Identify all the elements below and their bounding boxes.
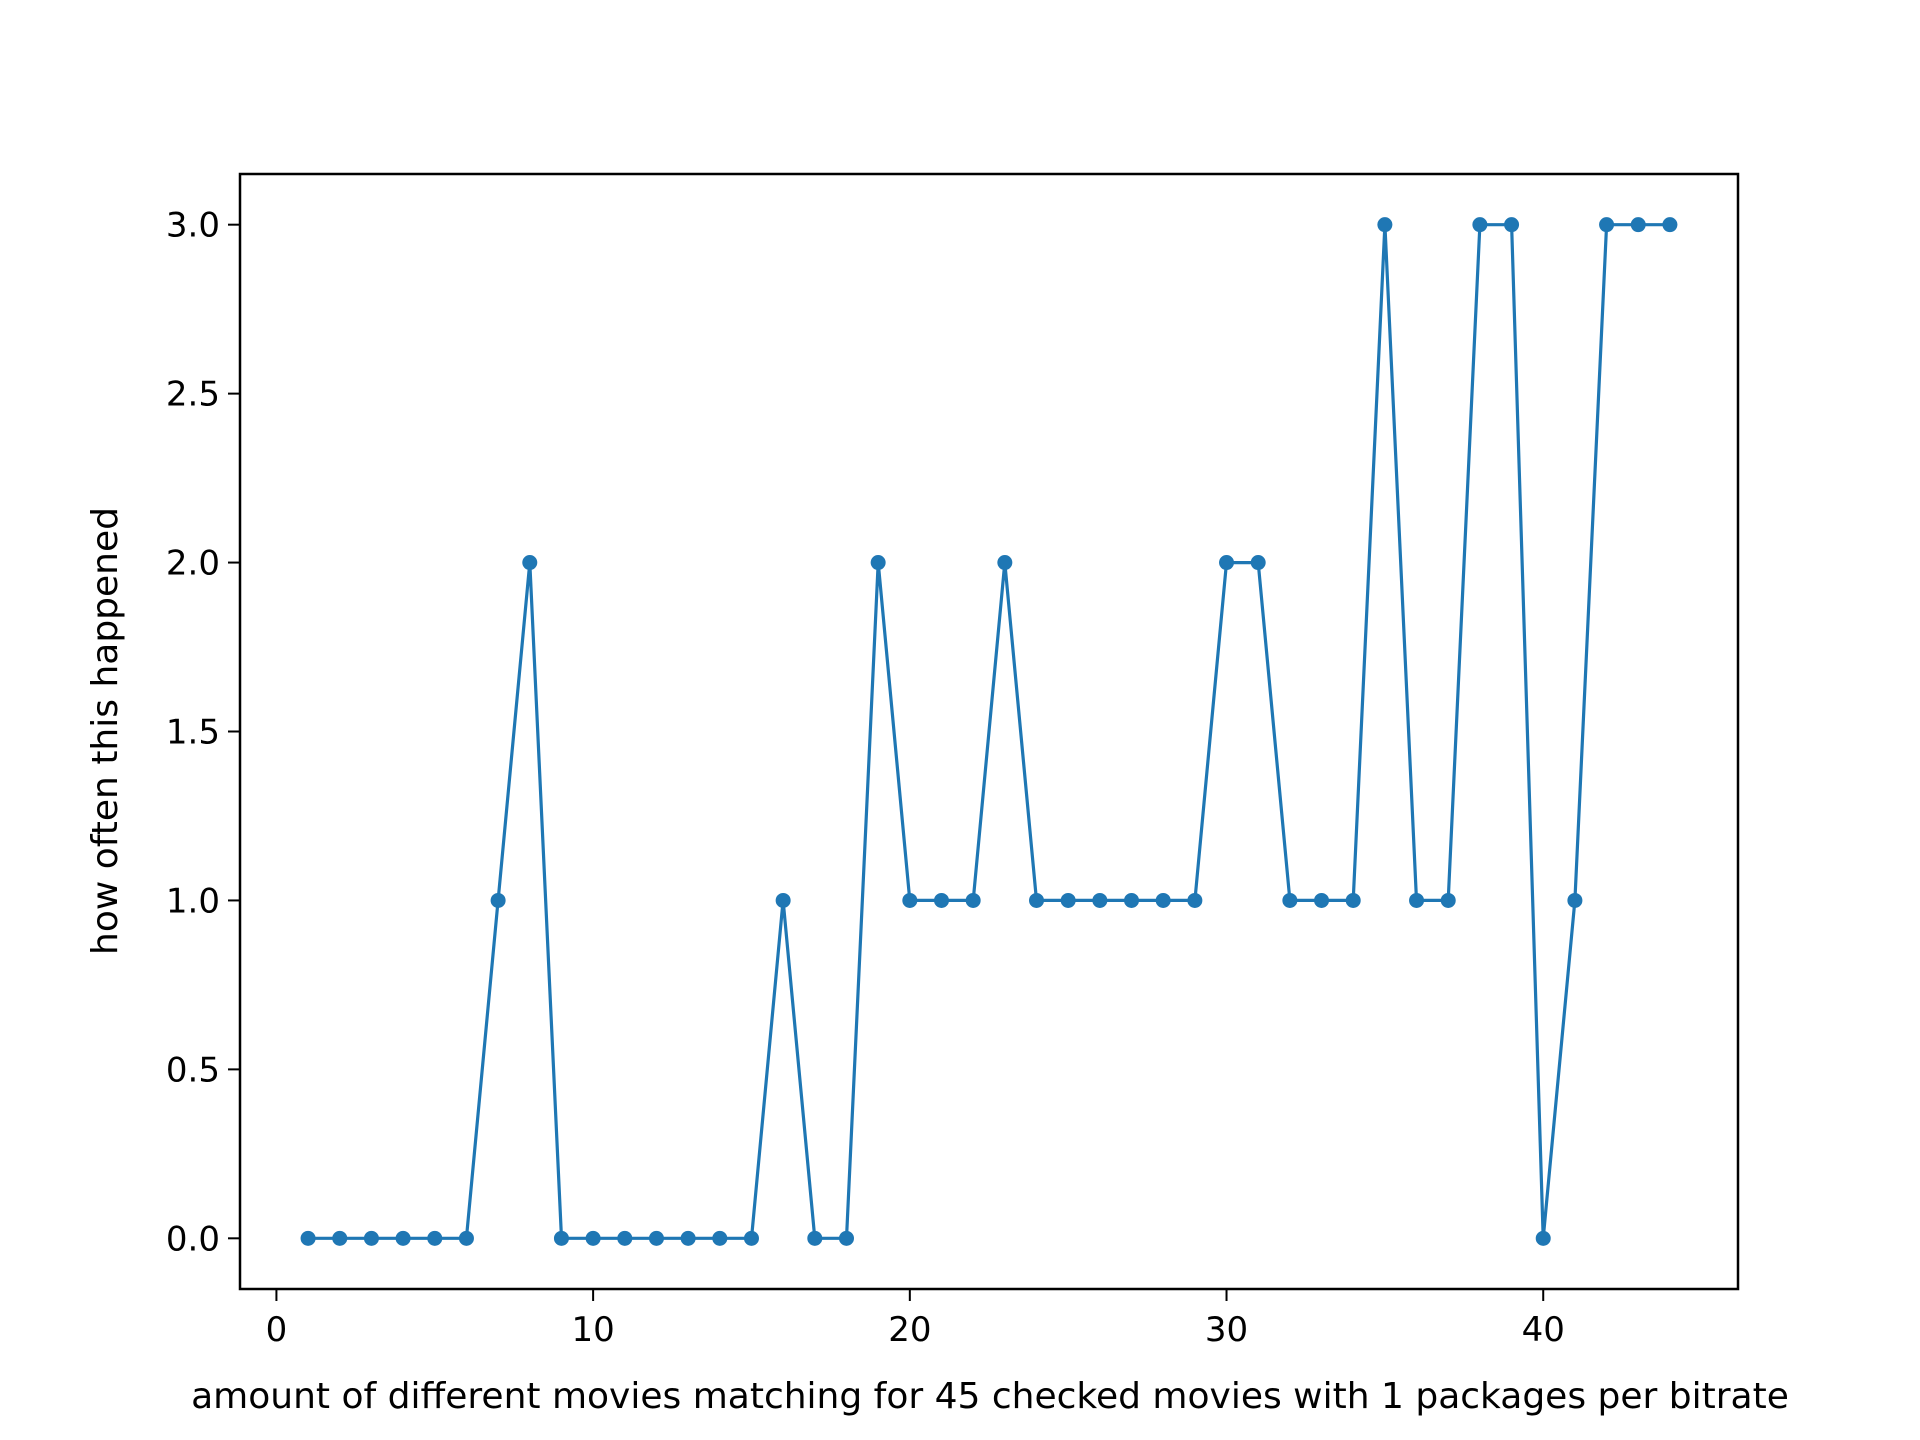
data-point	[1282, 892, 1298, 908]
data-point	[522, 555, 538, 571]
data-point	[838, 1230, 854, 1246]
data-point	[1250, 555, 1266, 571]
y-tick-label: 2.5	[166, 375, 220, 415]
x-tick-label: 40	[1522, 1310, 1565, 1350]
data-point	[585, 1230, 601, 1246]
data-point	[1630, 217, 1646, 233]
data-point	[680, 1230, 696, 1246]
data-point	[1409, 892, 1425, 908]
data-point	[1092, 892, 1108, 908]
data-point	[1377, 217, 1393, 233]
data-point	[1155, 892, 1171, 908]
data-point	[1219, 555, 1235, 571]
data-point	[1535, 1230, 1551, 1246]
data-point	[458, 1230, 474, 1246]
y-tick-label: 0.0	[166, 1219, 220, 1259]
data-point	[332, 1230, 348, 1246]
data-point	[648, 1230, 664, 1246]
series-line	[308, 223, 1670, 1240]
data-point	[933, 892, 949, 908]
plot-area	[300, 217, 1678, 1246]
x-tick-label: 10	[571, 1310, 614, 1350]
data-point	[1314, 892, 1330, 908]
data-point	[1124, 892, 1140, 908]
x-tick-label: 20	[888, 1310, 931, 1350]
data-point	[870, 555, 886, 571]
data-point	[363, 1230, 379, 1246]
x-tick-label: 0	[266, 1310, 288, 1350]
data-point	[775, 892, 791, 908]
data-point	[490, 892, 506, 908]
data-point	[1187, 892, 1203, 908]
data-point	[807, 1230, 823, 1246]
x-tick-label: 30	[1205, 1310, 1248, 1350]
data-point	[553, 1230, 569, 1246]
data-point	[1029, 892, 1045, 908]
data-point	[300, 1230, 316, 1246]
data-point	[1345, 892, 1361, 908]
data-point	[997, 555, 1013, 571]
y-axis-label: how often this happened	[85, 507, 126, 955]
y-tick-label: 2.0	[166, 544, 220, 584]
data-point	[712, 1230, 728, 1246]
data-point	[1662, 217, 1678, 233]
data-point	[1504, 217, 1520, 233]
data-point	[1472, 217, 1488, 233]
y-axis: 0.0 0.5 1.0 1.5 2.0 2.5 3.0	[166, 206, 240, 1259]
data-point	[1060, 892, 1076, 908]
x-axis-label: amount of different movies matching for …	[191, 1376, 1789, 1417]
data-point	[1567, 892, 1583, 908]
data-point	[1599, 217, 1615, 233]
y-tick-label: 1.0	[166, 881, 220, 921]
x-axis: 0 10 20 30 40	[266, 1289, 1565, 1350]
data-point	[617, 1230, 633, 1246]
y-tick-label: 3.0	[166, 206, 220, 246]
data-point	[395, 1230, 411, 1246]
data-point	[427, 1230, 443, 1246]
data-point	[902, 892, 918, 908]
y-tick-label: 0.5	[166, 1050, 220, 1090]
data-point	[1440, 892, 1456, 908]
y-tick-label: 1.5	[166, 713, 220, 753]
data-point	[743, 1230, 759, 1246]
data-point	[965, 892, 981, 908]
